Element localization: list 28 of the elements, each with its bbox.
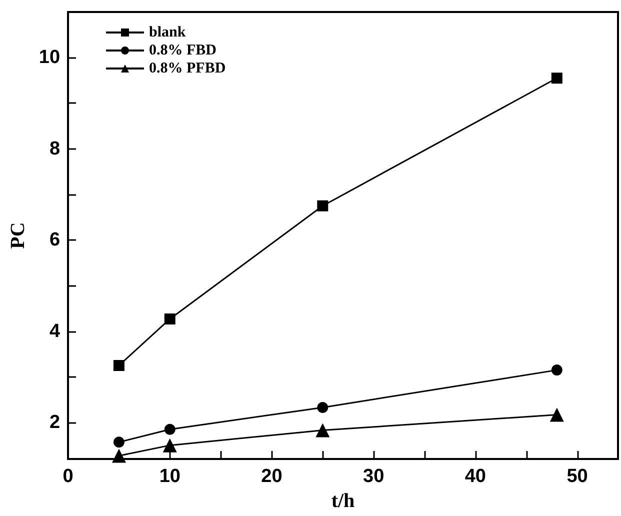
legend-label: blank — [149, 24, 186, 40]
point — [317, 200, 328, 212]
legend-label: 0.8% FBD — [149, 42, 217, 58]
point — [112, 448, 126, 463]
x-tick-label: 20 — [261, 466, 282, 487]
y-tick-label: 4 — [49, 320, 60, 342]
y-tick-label: 2 — [49, 412, 60, 434]
point — [164, 424, 176, 435]
x-tick-label: 0 — [62, 466, 74, 487]
x-axis-title: t/h — [331, 490, 355, 512]
y-axis-title: PC — [7, 222, 29, 249]
point — [550, 408, 564, 422]
y-tick-label: 10 — [38, 47, 60, 68]
x-tick-label: 50 — [566, 466, 588, 487]
x-tick-label: 30 — [363, 466, 384, 487]
legend-label: 0.8% PFBD — [149, 60, 226, 76]
point — [316, 423, 330, 438]
x-tick-label: 40 — [464, 466, 486, 487]
point — [164, 313, 176, 324]
point — [162, 438, 177, 452]
point — [113, 436, 124, 448]
point — [551, 364, 562, 376]
y-tick-label: 8 — [49, 138, 60, 160]
point — [317, 402, 328, 413]
point — [551, 72, 562, 84]
y-tick-label: 6 — [49, 230, 60, 251]
point — [113, 360, 124, 371]
x-tick-label: 10 — [159, 466, 180, 487]
